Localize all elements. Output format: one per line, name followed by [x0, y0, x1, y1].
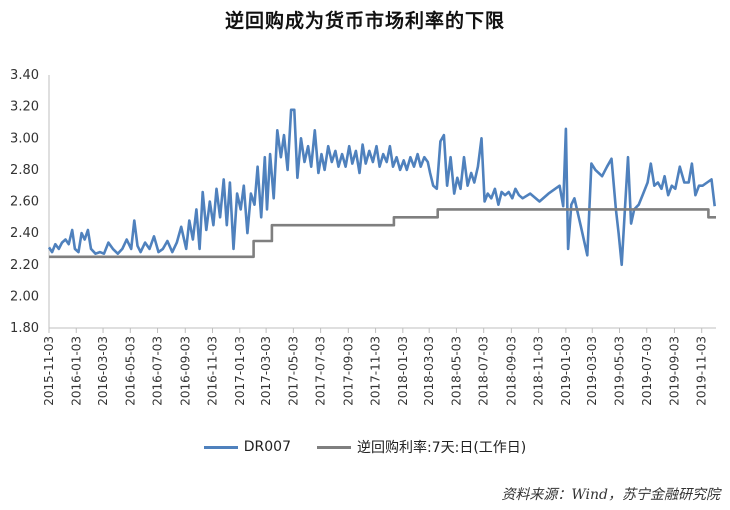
x-tick-label: 2019-05-03 [613, 336, 627, 406]
x-tick-label: 2019-07-03 [640, 336, 654, 406]
x-tick-label: 2018-01-03 [396, 336, 410, 406]
x-tick-label: 2016-09-03 [178, 336, 192, 406]
legend-item-dr007: DR007 [203, 437, 291, 457]
legend-label-reverse-repo: 逆回购利率:7天:日(工作日) [356, 440, 527, 456]
y-tick-label: 3.40 [10, 68, 39, 83]
x-tick-label: 2017-05-03 [286, 336, 300, 406]
x-tick-label: 2018-05-03 [449, 336, 463, 406]
x-tick-label: 2016-07-03 [151, 336, 165, 406]
y-tick-label: 3.00 [10, 131, 39, 146]
y-tick-label: 2.00 [10, 289, 39, 304]
x-tick-label: 2018-07-03 [477, 336, 491, 406]
y-axis: 3.40 3.20 3.00 2.80 2.60 2.40 2.20 2.00 1.80 [10, 68, 50, 336]
x-tick-label: 2018-09-03 [504, 336, 518, 406]
y-tick-label: 3.20 [10, 100, 39, 115]
legend-label-dr007: DR007 [243, 439, 291, 455]
x-tick-label: 2018-03-03 [422, 336, 436, 406]
x-tick-label: 2019-09-03 [667, 336, 681, 406]
x-tick-label: 2016-05-03 [123, 336, 137, 406]
x-tick-label: 2017-03-03 [259, 336, 273, 406]
y-tick-label: 2.60 [10, 195, 39, 210]
chart-title: 逆回购成为货币市场利率的下限 [224, 10, 505, 32]
x-tick-label: 2017-11-03 [369, 336, 383, 406]
x-tick-label: 2016-01-03 [69, 336, 83, 406]
x-tick-label: 2018-11-03 [532, 336, 546, 406]
x-tick-label: 2015-11-03 [42, 336, 56, 406]
x-tick-label: 2016-11-03 [206, 336, 220, 406]
y-tick-label: 2.20 [10, 258, 39, 273]
x-tick-label: 2017-01-03 [233, 336, 247, 406]
legend-swatch-reverse-repo [316, 445, 351, 449]
x-tick-label: 2016-03-03 [96, 336, 110, 406]
x-tick-label: 2019-01-03 [559, 336, 573, 406]
legend-swatch-dr007 [203, 445, 238, 449]
y-tick-label: 2.80 [10, 163, 39, 178]
x-tick-label: 2017-07-03 [314, 336, 328, 406]
dr007-line [47, 108, 716, 267]
y-tick-label: 1.80 [10, 321, 39, 336]
x-tick-label: 2017-09-03 [341, 336, 355, 406]
series-layer [47, 108, 716, 267]
source-note: 资料来源：Wind，苏宁金融研究院 [501, 487, 720, 503]
legend-item-reverse-repo: 逆回购利率:7天:日(工作日) [316, 437, 527, 457]
x-axis: 2015-11-03 2016-01-03 2016-03-03 2016-05-03… [42, 327, 716, 406]
x-tick-label: 2019-03-03 [585, 336, 599, 406]
legend: DR007 逆回购利率:7天:日(工作日) [0, 437, 730, 457]
y-tick-label: 2.40 [10, 226, 39, 241]
reverse-repo-rate-line [49, 208, 716, 259]
line-chart: 3.40 3.20 3.00 2.80 2.60 2.40 2.20 2.00 1.80 201… [10, 68, 716, 406]
x-tick-label: 2019-11-03 [695, 336, 709, 406]
